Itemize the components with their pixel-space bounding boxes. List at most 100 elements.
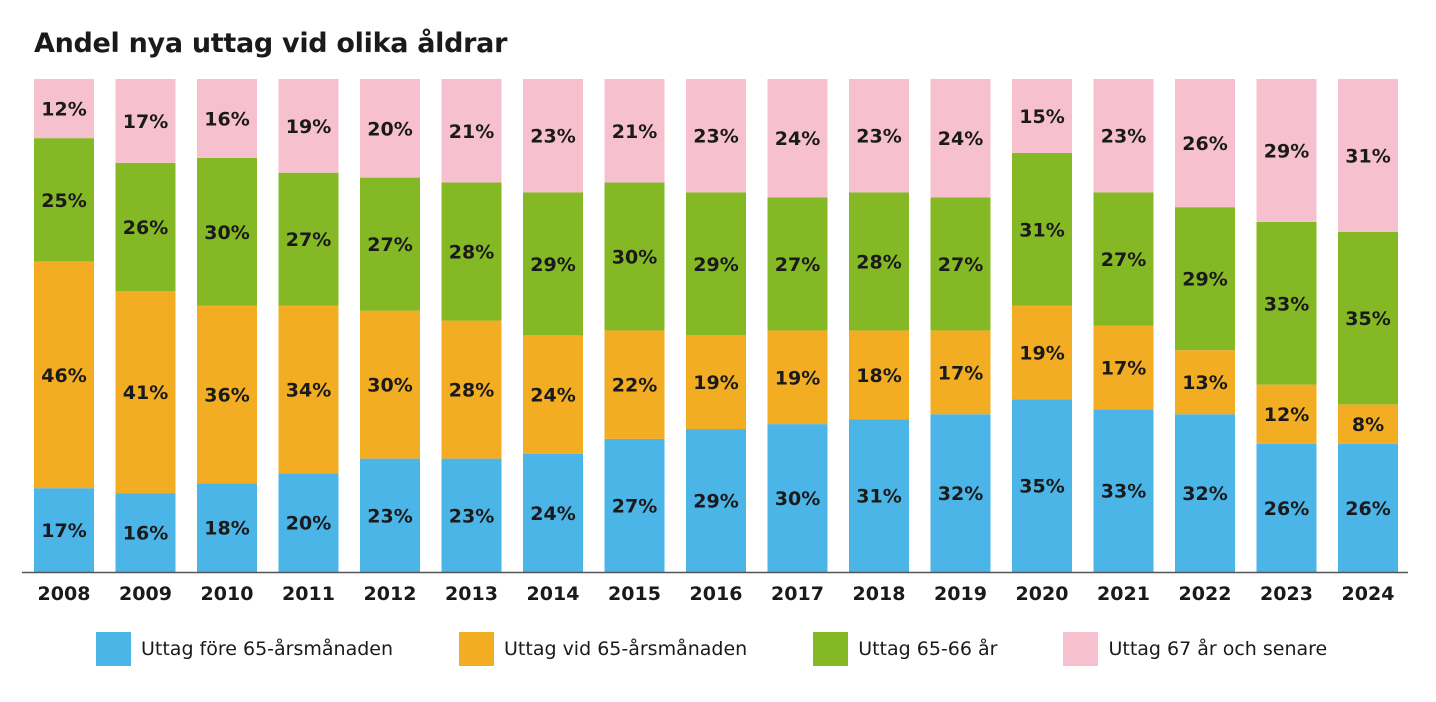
value-label-at-65-2020: 19% — [1019, 343, 1064, 365]
bar-segment-before-65-2024 — [1338, 443, 1398, 572]
bar-segment-67-plus-2011 — [278, 79, 339, 173]
value-label-67-plus-2023: 29% — [1264, 140, 1309, 162]
bar-segment-67-plus-2017 — [767, 79, 828, 198]
value-label-before-65-2020: 35% — [1019, 476, 1064, 498]
value-label-before-65-2015: 27% — [612, 495, 657, 517]
value-label-67-plus-2017: 24% — [775, 128, 820, 150]
x-tick-label-2013: 2013 — [445, 583, 498, 605]
bar-segment-65-66-2011 — [278, 172, 339, 306]
bar-segment-67-plus-2012 — [360, 79, 420, 178]
bar-segment-65-66-2009 — [115, 162, 176, 291]
legend-item-at-65: Uttag vid 65-årsmånaden — [459, 632, 747, 666]
bar-segment-before-65-2010 — [197, 483, 257, 572]
value-label-65-66-2019: 27% — [938, 254, 983, 276]
bar-segment-before-65-2009 — [115, 493, 176, 572]
value-label-67-plus-2009: 17% — [123, 111, 168, 133]
x-tick-label-2018: 2018 — [853, 583, 906, 605]
value-label-at-65-2013: 28% — [449, 380, 494, 402]
value-label-67-plus-2015: 21% — [612, 121, 657, 143]
value-label-67-plus-2013: 21% — [449, 121, 494, 143]
bar-segment-67-plus-2014 — [523, 79, 583, 193]
value-label-67-plus-2018: 23% — [856, 126, 901, 148]
bar-segment-65-66-2021 — [1093, 192, 1154, 326]
bar-segment-67-plus-2021 — [1093, 79, 1154, 193]
bar-segment-65-66-2024 — [1338, 231, 1398, 405]
legend-swatch-before-65 — [96, 632, 131, 666]
value-label-at-65-2015: 22% — [612, 375, 657, 397]
value-label-67-plus-2008: 12% — [41, 99, 86, 121]
bar-segment-at-65-2018 — [849, 330, 909, 420]
stacked-bar-chart: 17% 46% 25% 12% 2008 16% 41% 26% 17% 2009 18% 36% 30… — [22, 79, 1408, 605]
value-label-at-65-2018: 18% — [856, 365, 901, 387]
value-label-before-65-2019: 32% — [938, 483, 983, 505]
value-label-67-plus-2010: 16% — [204, 108, 249, 130]
value-label-before-65-2009: 16% — [123, 523, 168, 545]
value-label-before-65-2012: 23% — [367, 505, 412, 527]
bar-segment-at-65-2015 — [604, 330, 665, 439]
x-tick-label-2024: 2024 — [1342, 583, 1395, 605]
bar-segment-at-65-2010 — [197, 305, 257, 484]
bar-segment-at-65-2009 — [115, 290, 176, 494]
bar-segment-at-65-2014 — [523, 335, 583, 454]
x-tick-label-2015: 2015 — [608, 583, 661, 605]
bar-segment-at-65-2017 — [767, 330, 828, 425]
x-tick-label-2010: 2010 — [201, 583, 254, 605]
legend: Uttag före 65-årsmånaden Uttag vid 65-år… — [96, 632, 1393, 666]
value-label-65-66-2018: 28% — [856, 251, 901, 273]
bar-segment-67-plus-2018 — [849, 79, 909, 193]
bar-segment-67-plus-2016 — [686, 79, 746, 193]
bar-segment-before-65-2021 — [1093, 409, 1154, 572]
value-label-before-65-2023: 26% — [1264, 498, 1309, 520]
value-label-at-65-2017: 19% — [775, 367, 820, 389]
bar-segment-before-65-2017 — [767, 424, 828, 572]
bar-segment-at-65-2011 — [278, 305, 339, 474]
value-label-67-plus-2011: 19% — [286, 116, 331, 138]
bar-segment-before-65-2018 — [849, 419, 909, 572]
value-label-at-65-2021: 17% — [1101, 357, 1146, 379]
bar-segment-before-65-2023 — [1256, 443, 1317, 572]
bar-segment-67-plus-2022 — [1175, 79, 1235, 208]
value-label-before-65-2008: 17% — [41, 520, 86, 542]
x-tick-label-2009: 2009 — [119, 583, 172, 605]
value-label-before-65-2022: 32% — [1182, 483, 1227, 505]
value-label-before-65-2017: 30% — [775, 488, 820, 510]
chart-title: Andel nya uttag vid olika åldrar — [34, 28, 508, 59]
bar-segment-65-66-2010 — [197, 157, 257, 306]
value-label-67-plus-2014: 23% — [530, 126, 575, 148]
bar-segment-before-65-2015 — [604, 438, 665, 572]
bar-segment-65-66-2020 — [1012, 152, 1072, 306]
legend-swatch-at-65 — [459, 632, 495, 666]
value-label-65-66-2015: 30% — [612, 246, 657, 268]
bar-segment-65-66-2019 — [930, 197, 991, 331]
bar-segment-at-65-2024 — [1338, 404, 1398, 444]
value-label-at-65-2023: 12% — [1264, 404, 1309, 426]
bar-segment-at-65-2013 — [441, 320, 502, 459]
bar-segment-before-65-2022 — [1175, 414, 1235, 572]
x-tick-label-2014: 2014 — [527, 583, 580, 605]
bar-segment-65-66-2018 — [849, 192, 909, 331]
value-label-65-66-2010: 30% — [204, 222, 249, 244]
value-label-65-66-2023: 33% — [1264, 293, 1309, 315]
bar-segment-65-66-2012 — [360, 177, 420, 311]
value-label-at-65-2019: 17% — [938, 362, 983, 384]
bar-segment-at-65-2022 — [1175, 350, 1235, 415]
bar-segment-at-65-2008 — [34, 261, 94, 489]
x-tick-label-2019: 2019 — [934, 583, 987, 605]
x-tick-label-2012: 2012 — [364, 583, 417, 605]
bar-segment-at-65-2016 — [686, 335, 746, 430]
value-label-65-66-2021: 27% — [1101, 249, 1146, 271]
legend-label-at-65: Uttag vid 65-årsmånaden — [504, 638, 748, 660]
value-label-at-65-2008: 46% — [41, 365, 86, 387]
value-label-65-66-2014: 29% — [530, 254, 575, 276]
value-label-65-66-2008: 25% — [41, 190, 86, 212]
bar-segment-67-plus-2020 — [1012, 79, 1072, 153]
bar-segment-67-plus-2024 — [1338, 79, 1398, 232]
bar-segment-at-65-2012 — [360, 310, 420, 459]
value-label-67-plus-2019: 24% — [938, 128, 983, 150]
value-label-65-66-2016: 29% — [693, 254, 738, 276]
bar-segment-at-65-2021 — [1093, 325, 1154, 410]
bar-segment-67-plus-2023 — [1256, 79, 1317, 222]
bar-segment-65-66-2023 — [1256, 221, 1317, 385]
value-label-at-65-2009: 41% — [123, 382, 168, 404]
legend-swatch-65-66 — [813, 632, 849, 666]
